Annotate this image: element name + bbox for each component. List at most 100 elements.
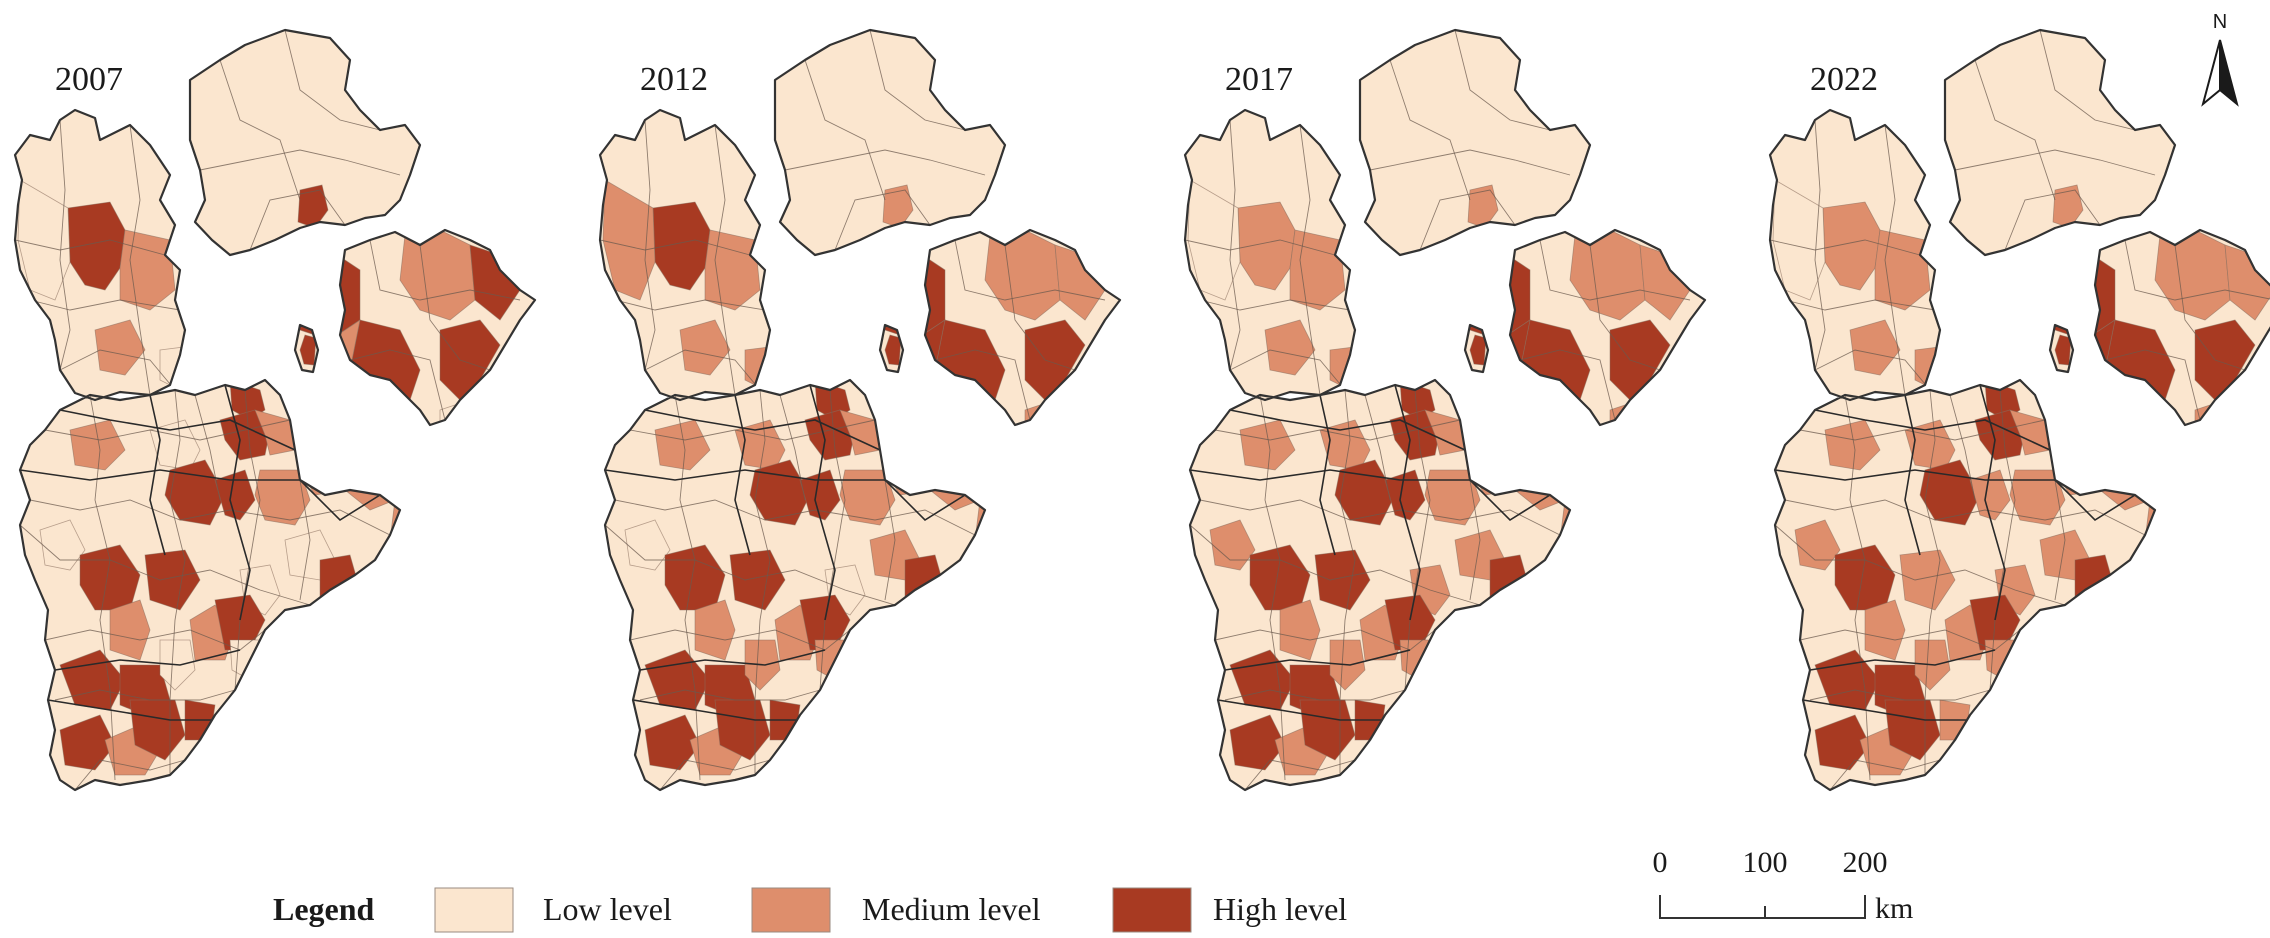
- county-31: [59, 714, 116, 771]
- city-boundary-3: [632, 699, 805, 721]
- city-boundary-5: [224, 384, 251, 621]
- county-3: [882, 184, 914, 229]
- legend-item-high: High level: [1112, 887, 1347, 933]
- county-37: [194, 249, 236, 301]
- county-boundary-12: [1774, 524, 2066, 606]
- legend-swatch-medium: [751, 887, 831, 933]
- scale-tick-0: 0: [1653, 846, 1668, 879]
- county-1: [17, 179, 71, 301]
- county-boundary-10: [629, 419, 876, 441]
- county-boundary-5: [1454, 30, 1551, 131]
- county-36: [1419, 679, 1461, 731]
- county-boundary-16: [89, 394, 116, 781]
- county-6: [1569, 229, 1646, 321]
- county-boundary-4: [1974, 59, 2056, 201]
- legend-item-low: Low level: [434, 887, 672, 933]
- county-37: [1364, 249, 1406, 301]
- region-outline: [598, 28, 1122, 792]
- county-41: [69, 419, 126, 471]
- county-boundary-22: [1229, 119, 1241, 371]
- county-0: [67, 201, 126, 291]
- county-41: [1239, 419, 1296, 471]
- county-boundary-10: [44, 419, 291, 441]
- county-boundary-7: [1539, 239, 1691, 301]
- county-boundary-9: [1519, 349, 1616, 421]
- city-boundary-4: [1319, 394, 1336, 556]
- county-boundary-5: [869, 30, 966, 131]
- county-4: [279, 249, 361, 341]
- county-boundary-0: [600, 239, 751, 256]
- north-arrow: N: [2201, 11, 2239, 107]
- county-23: [1279, 599, 1321, 661]
- county-3: [297, 184, 329, 229]
- county-22: [1314, 549, 1371, 611]
- county-boundary-9: [2104, 349, 2201, 421]
- panel-year-label: 2022: [1810, 61, 1878, 98]
- county-boundary-4: [804, 59, 886, 201]
- county-39: [1329, 344, 1381, 391]
- county-boundary-12: [19, 524, 311, 606]
- county-44: [1264, 319, 1316, 376]
- county-boundary-14: [1224, 689, 1406, 701]
- county-38: [224, 324, 271, 371]
- county-boundary-16: [1259, 394, 1286, 781]
- county-23: [109, 599, 151, 661]
- county-6: [2154, 229, 2231, 321]
- county-boundary-16: [1844, 394, 1871, 781]
- panel-year-label: 2012: [640, 61, 708, 98]
- city-boundary-0: [1229, 409, 1466, 451]
- city-boundary-4: [149, 394, 166, 556]
- county-15: [799, 469, 841, 521]
- county-boundary-19: [2054, 479, 2066, 601]
- county-boundary-9: [934, 349, 1031, 421]
- city-boundary-2: [639, 649, 826, 671]
- county-boundary-0: [1185, 239, 1336, 256]
- county-boundary-21: [714, 124, 736, 396]
- county-37: [779, 249, 821, 301]
- north-arrow-left-icon: [2201, 39, 2221, 107]
- county-boundary-22: [644, 119, 656, 371]
- county-boundary-3: [784, 149, 986, 176]
- city-boundary-0: [1814, 409, 2051, 451]
- county-31: [644, 714, 701, 771]
- county-boundary-12: [1189, 524, 1481, 606]
- region-base-fill: [1185, 30, 1705, 790]
- county-39: [159, 344, 211, 391]
- city-boundary-6: [1469, 479, 1551, 522]
- county-boundary-4: [219, 59, 301, 201]
- county-15: [1384, 469, 1426, 521]
- county-boundary-18: [819, 389, 846, 691]
- county-44: [679, 319, 731, 376]
- city-boundary-2: [1224, 649, 1411, 671]
- county-38: [1979, 324, 2026, 371]
- county-boundary-2: [1814, 349, 1931, 391]
- county-boundary-2: [59, 349, 176, 391]
- city-boundary-3: [1802, 699, 1975, 721]
- legend-item-medium: Medium level: [751, 887, 1041, 933]
- county-38: [1394, 324, 1441, 371]
- county-boundary-6: [249, 189, 346, 251]
- map-panel-2007: 2007: [13, 28, 537, 792]
- panel-year-label: 2017: [1225, 61, 1293, 98]
- county-boundary-13: [629, 629, 851, 651]
- county-3: [1467, 184, 1499, 229]
- county-14: [1919, 459, 1981, 526]
- county-boundary-19: [884, 479, 896, 601]
- county-boundary-7: [954, 239, 1106, 301]
- region-base-fill: [15, 30, 535, 790]
- county-boundary-17: [1924, 389, 1941, 775]
- county-boundary-7: [2124, 239, 2270, 301]
- county-0: [1822, 201, 1881, 291]
- county-14: [164, 459, 226, 526]
- county-boundary-4: [1389, 59, 1471, 201]
- region-outline: [13, 28, 537, 792]
- county-4: [1449, 249, 1531, 341]
- county-39: [1914, 344, 1966, 391]
- county-boundary-5: [284, 30, 381, 131]
- city-boundary-0: [59, 409, 296, 451]
- scale-tick-200: 200: [1843, 846, 1888, 879]
- city-boundary-2: [1809, 649, 1996, 671]
- county-boundary-3: [1954, 149, 2156, 176]
- county-boundary-15: [1244, 759, 1356, 790]
